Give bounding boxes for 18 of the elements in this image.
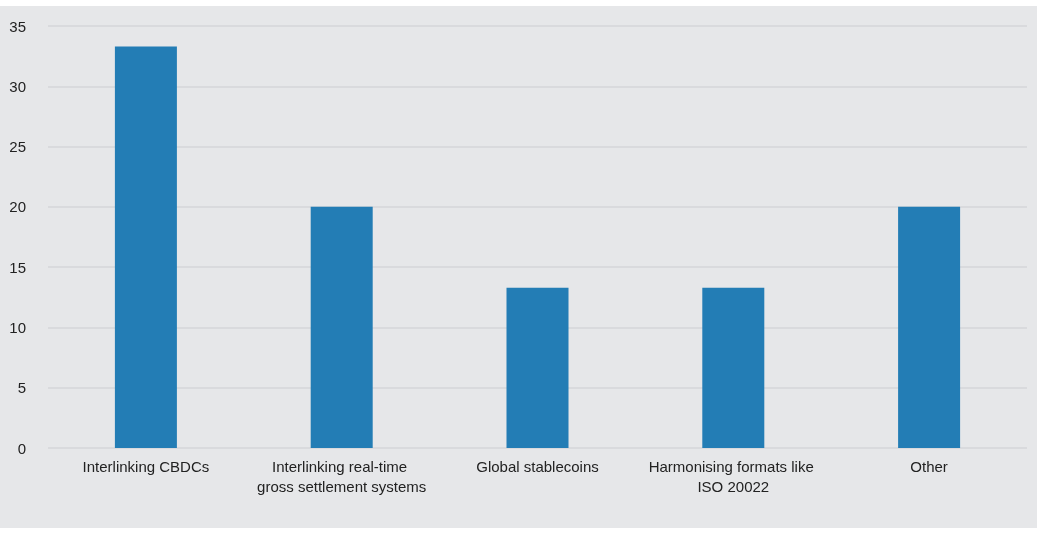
y-tick-label: 10 bbox=[9, 318, 26, 336]
bar bbox=[310, 206, 373, 448]
y-tick-label: 20 bbox=[9, 198, 26, 216]
bar bbox=[898, 206, 961, 448]
y-tick-label: 5 bbox=[17, 379, 26, 397]
x-tick-label: Other bbox=[910, 457, 948, 475]
y-tick-label: 0 bbox=[17, 439, 26, 457]
bar bbox=[702, 287, 765, 448]
bar bbox=[114, 46, 177, 448]
x-tick-label: Global stablecoins bbox=[476, 457, 599, 475]
y-tick-label: 15 bbox=[9, 258, 26, 276]
y-tick-label: 35 bbox=[9, 17, 26, 35]
x-tick-label: Harmonising formats like ISO 20022 bbox=[648, 457, 818, 495]
x-tick-label: Interlinking real-time gross settlement systems bbox=[257, 457, 427, 495]
y-tick-label: 25 bbox=[9, 138, 26, 156]
y-tick-label: 30 bbox=[9, 77, 26, 95]
x-tick-label: Interlinking CBDCs bbox=[82, 457, 210, 475]
bar bbox=[506, 287, 569, 448]
